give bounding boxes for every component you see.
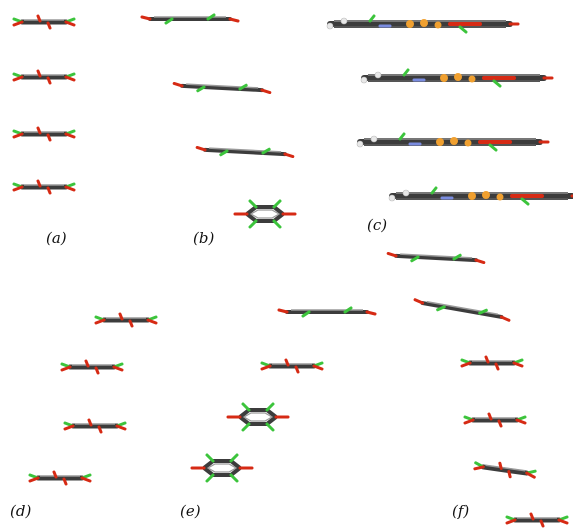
panel-label-b: (b) <box>193 229 214 247</box>
panel-label-f: (f) <box>452 502 469 520</box>
panel-label-e: (e) <box>180 502 201 520</box>
molecule-a-4 <box>14 181 74 193</box>
molecule-e-1 <box>277 306 377 318</box>
molecule-a-2 <box>14 71 74 83</box>
panel-label-d: (d) <box>10 502 31 520</box>
molecule-d-1 <box>96 314 156 326</box>
molecule-f-2 <box>412 295 512 325</box>
panel-e-stack <box>190 306 377 483</box>
molecule-e-4 <box>190 453 254 483</box>
molecule-a-3 <box>14 128 74 140</box>
molecule-d-3 <box>65 420 125 432</box>
panel-c-stack <box>327 16 573 204</box>
molecule-d-4 <box>30 472 90 484</box>
molecule-e-2 <box>262 360 322 372</box>
molecule-c-1 <box>327 16 518 32</box>
molecule-c-4 <box>389 188 573 204</box>
panel-d-stack <box>30 314 156 484</box>
panel-label-c: (c) <box>367 216 387 234</box>
molecule-c-3 <box>357 134 548 150</box>
panel-b-stack <box>140 13 297 229</box>
molecule-e-3 <box>226 402 290 432</box>
molecule-f-5 <box>474 460 535 480</box>
panel-f-stack <box>388 251 567 526</box>
molecule-d-2 <box>62 361 122 373</box>
molecule-b-2 <box>174 81 270 94</box>
molecule-b-3 <box>197 145 293 158</box>
molecule-f-3 <box>462 357 522 369</box>
molecule-b-4 <box>233 199 297 229</box>
panel-a-stack <box>14 16 74 193</box>
molecule-f-6 <box>507 514 567 526</box>
molecule-f-1 <box>388 251 484 264</box>
panel-label-a: (a) <box>46 229 67 247</box>
molecule-b-1 <box>140 13 240 25</box>
molecule-f-4 <box>465 414 525 426</box>
molecule-a-1 <box>14 16 74 28</box>
molecule-c-2 <box>361 70 552 86</box>
